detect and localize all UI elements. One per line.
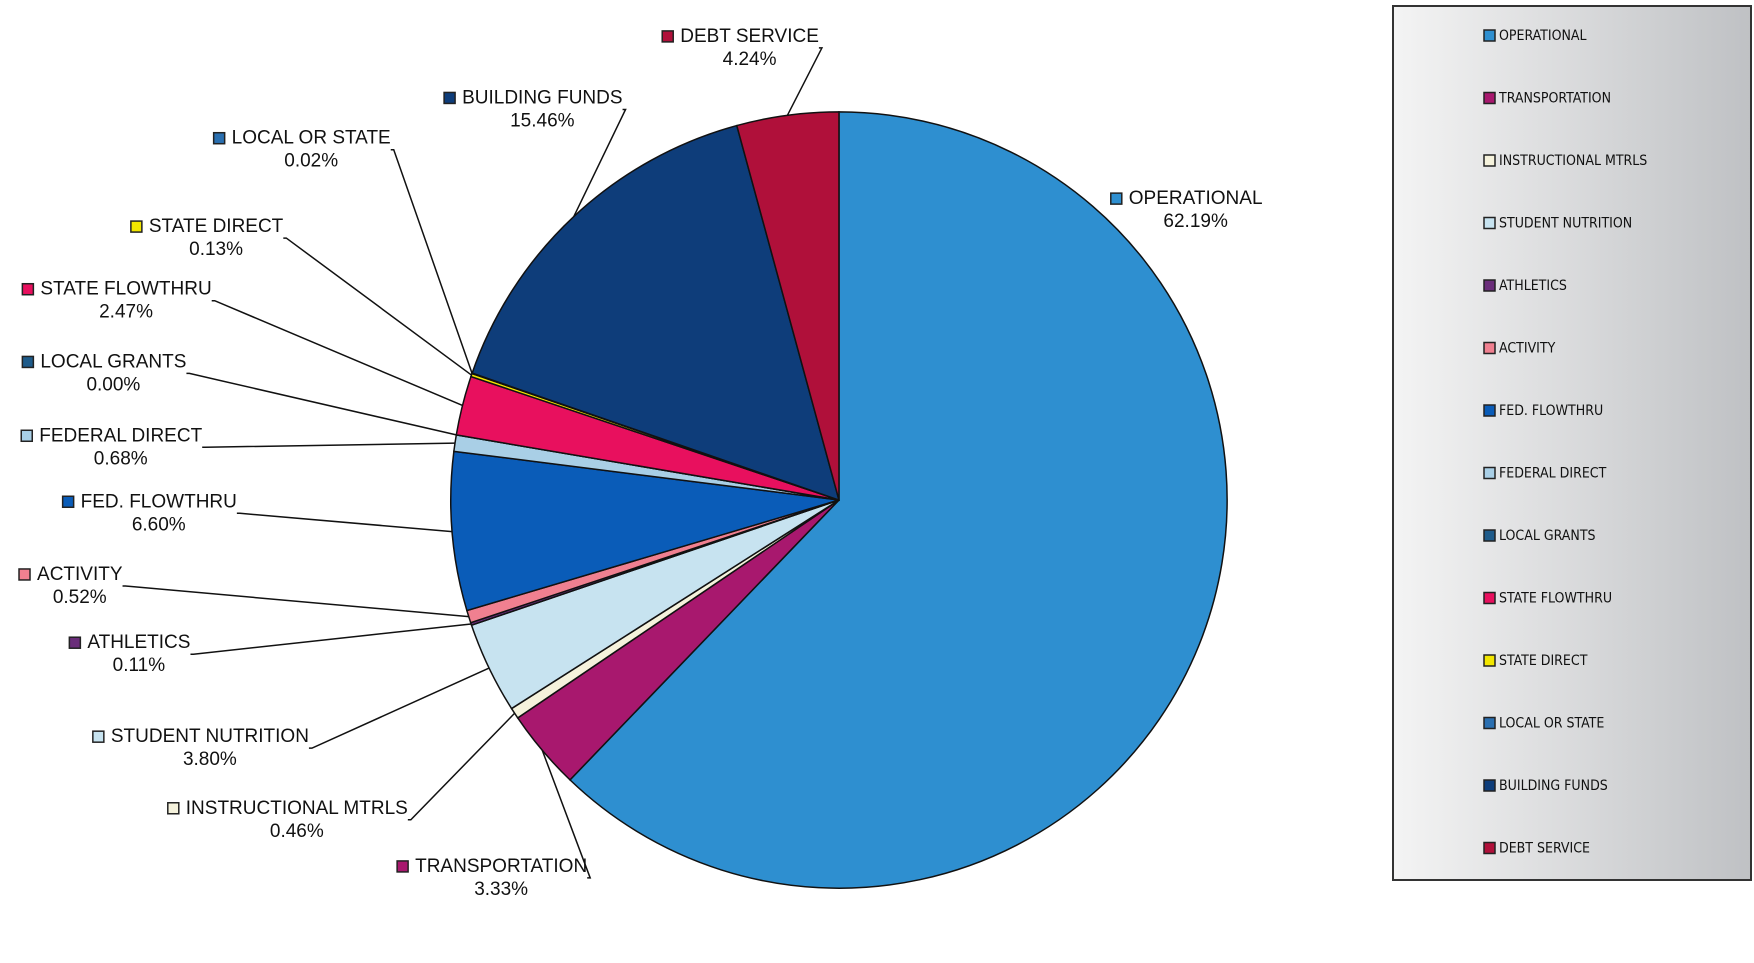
pie-slice [735, 111, 840, 501]
label-swatch [212, 131, 226, 145]
legend-label: ACTIVITY [1499, 341, 1556, 357]
slice-value: 0.00% [86, 374, 140, 395]
label-swatch [167, 802, 180, 815]
label-swatch [443, 91, 456, 105]
leader-line [122, 585, 469, 618]
legend-swatch [1483, 591, 1496, 605]
slice-label: LOCAL GRANTS [40, 351, 186, 372]
legend-label: TRANSPORTATION [1498, 91, 1611, 107]
leader-line [283, 237, 472, 376]
legend-label: STATE FLOWTHRU [1499, 591, 1612, 607]
legend-label: LOCAL GRANTS [1499, 528, 1596, 544]
slice-value: 6.60% [132, 514, 186, 535]
legend-swatch [1483, 841, 1496, 855]
legend-label: LOCAL OR STATE [1499, 716, 1604, 732]
label-swatch [21, 355, 35, 369]
legend-swatch [1483, 529, 1496, 542]
legend-label: FED. FLOWTHRU [1499, 403, 1603, 419]
leader-line [786, 47, 824, 116]
legend-swatch [1483, 279, 1496, 292]
legend-swatch [1483, 29, 1496, 42]
slice-label: STUDENT NUTRITION [111, 726, 309, 747]
legend-label: OPERATIONAL [1499, 28, 1587, 44]
legend-swatch [1483, 466, 1496, 480]
legend-label: INSTRUCTIONAL MTRLS [1499, 153, 1647, 169]
slice-label: INSTRUCTIONAL MTRLS [186, 798, 408, 819]
legend-label: STATE DIRECT [1499, 653, 1588, 669]
slice-label: STATE DIRECT [149, 216, 284, 237]
slice-value: 0.11% [113, 655, 166, 676]
label-swatch [68, 636, 82, 649]
leader-line [541, 750, 592, 879]
slice-label: LOCAL OR STATE [232, 128, 391, 149]
slice-label: STATE FLOWTHRU [40, 279, 211, 300]
leader-line [202, 442, 456, 449]
legend-label: STUDENT NUTRITION [1499, 216, 1632, 232]
legend-swatch [1483, 341, 1496, 355]
label-swatch [18, 568, 31, 581]
label-swatch [61, 495, 75, 509]
label-swatch [396, 860, 409, 873]
slice-value: 2.47% [99, 302, 153, 323]
slice-value: 0.02% [284, 151, 338, 172]
slice-label: ATHLETICS [87, 632, 190, 653]
slice-value: 4.24% [723, 49, 777, 70]
label-swatch [130, 220, 143, 233]
leader-line [190, 623, 472, 655]
pie-slice [471, 124, 841, 502]
slice-value: 0.46% [270, 821, 324, 842]
slice-label: DEBT SERVICE [680, 26, 819, 47]
legend-label: DEBT SERVICE [1499, 841, 1590, 857]
slice-label: BUILDING FUNDS [462, 87, 622, 108]
slice-value: 3.80% [183, 749, 237, 770]
leader-line [186, 372, 457, 436]
slice-value: 3.33% [474, 879, 528, 900]
pie-slice [450, 450, 840, 612]
legend-swatch [1483, 779, 1496, 792]
slice-label: FED. FLOWTHRU [81, 491, 237, 512]
label-swatch [20, 429, 34, 443]
slice-label: FEDERAL DIRECT [39, 425, 202, 446]
legend-swatch [1483, 404, 1496, 417]
label-swatch [21, 282, 35, 296]
leader-line [390, 148, 473, 374]
leader-line [573, 108, 627, 217]
legend-swatch [1483, 154, 1496, 167]
slice-label: ACTIVITY [37, 564, 123, 585]
slice-label: TRANSPORTATION [415, 856, 587, 877]
slice-label: OPERATIONAL [1129, 188, 1263, 209]
label-swatch [661, 30, 674, 43]
legend-swatch [1483, 216, 1496, 230]
legend-swatch [1483, 654, 1496, 667]
legend-label: ATHLETICS [1499, 278, 1567, 294]
label-swatch [92, 730, 105, 743]
pie-slice [568, 111, 1228, 889]
leader-line [407, 712, 516, 821]
leader-line [211, 299, 463, 407]
legend-label: FEDERAL DIRECT [1499, 466, 1607, 482]
label-swatch [1110, 192, 1123, 205]
legend-swatch [1483, 716, 1496, 730]
slice-value: 0.68% [94, 448, 148, 469]
leader-line [308, 667, 490, 749]
leader-line [236, 512, 453, 533]
slice-value: 0.13% [189, 239, 243, 260]
slice-value: 62.19% [1163, 211, 1228, 232]
legend-box [1392, 5, 1752, 881]
legend-label: BUILDING FUNDS [1499, 778, 1608, 794]
slice-value: 15.46% [510, 110, 575, 131]
legend-swatch [1483, 91, 1496, 105]
slice-value: 0.52% [53, 587, 107, 608]
